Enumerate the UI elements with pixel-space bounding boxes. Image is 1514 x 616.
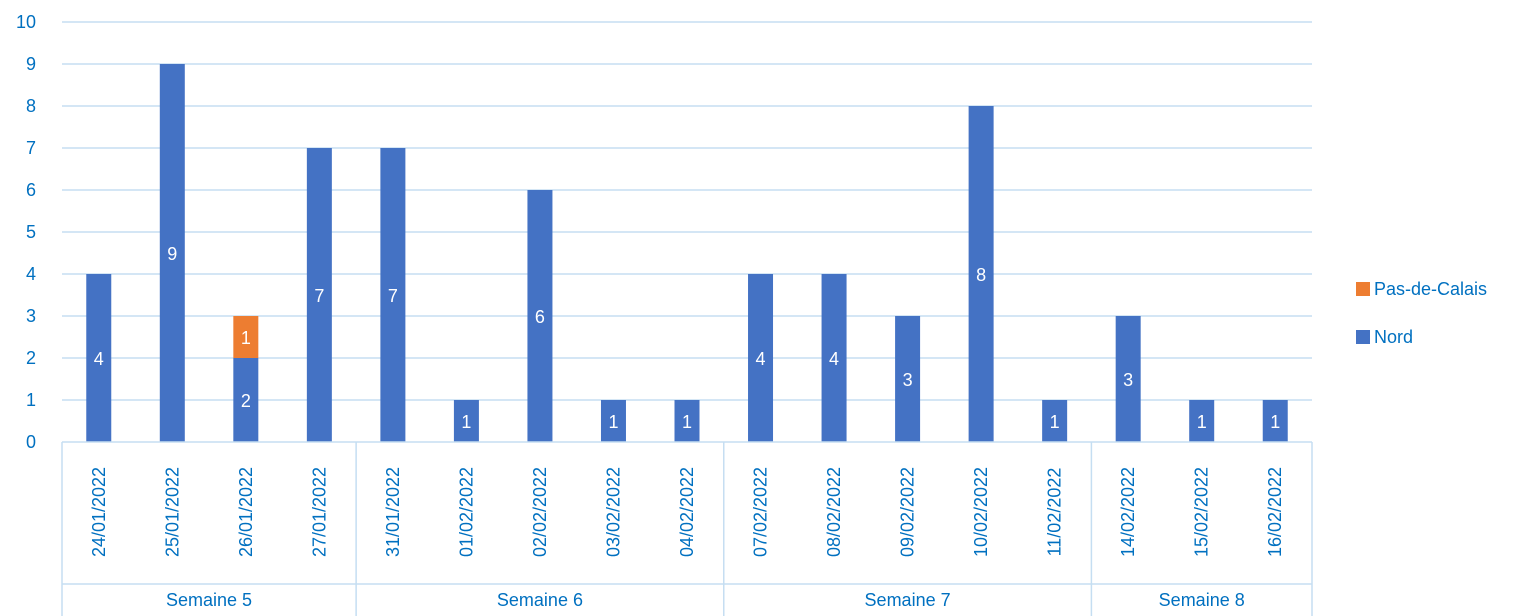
- data-label: 3: [1123, 370, 1133, 390]
- bar-nord: [895, 316, 921, 442]
- bar-nord: [1262, 400, 1288, 442]
- data-label: 1: [1197, 412, 1207, 432]
- bar-pas-de-calais: [233, 316, 259, 358]
- x-tick-label: 24/01/2022: [89, 467, 109, 557]
- legend-swatch: [1356, 330, 1370, 344]
- bar-nord: [748, 274, 774, 442]
- x-tick-label: 14/02/2022: [1118, 467, 1138, 557]
- y-tick-label: 4: [26, 264, 36, 284]
- x-tick-label: 03/02/2022: [603, 467, 623, 557]
- bar-nord: [821, 274, 847, 442]
- group-label: Semaine 7: [865, 590, 951, 610]
- group-label: Semaine 5: [166, 590, 252, 610]
- legend: Pas-de-Calais Nord: [1356, 279, 1487, 347]
- bar-nord: [159, 64, 185, 442]
- y-tick-label: 8: [26, 96, 36, 116]
- bar-nord: [1189, 400, 1215, 442]
- x-tick-label: 02/02/2022: [530, 467, 550, 557]
- legend-label: Nord: [1374, 327, 1413, 347]
- data-label: 4: [756, 349, 766, 369]
- data-label: 7: [388, 286, 398, 306]
- x-tick-label: 16/02/2022: [1265, 467, 1285, 557]
- data-label: 4: [829, 349, 839, 369]
- x-tick-label: 04/02/2022: [677, 467, 697, 557]
- bar-nord: [86, 274, 112, 442]
- gridlines: [62, 21, 1312, 401]
- legend-label: Pas-de-Calais: [1374, 279, 1487, 299]
- data-label: 3: [903, 370, 913, 390]
- data-label: 9: [167, 244, 177, 264]
- data-label: 2: [241, 391, 251, 411]
- bar-nord: [453, 400, 479, 442]
- data-label: 1: [461, 412, 471, 432]
- x-tick-label: 25/01/2022: [162, 467, 182, 557]
- y-tick-label: 9: [26, 54, 36, 74]
- y-tick-label: 5: [26, 222, 36, 242]
- data-label: 1: [1270, 412, 1280, 432]
- y-tick-label: 2: [26, 348, 36, 368]
- x-tick-label: 10/02/2022: [971, 467, 991, 557]
- x-tick-label: 27/01/2022: [309, 467, 329, 557]
- data-label: 1: [682, 412, 692, 432]
- bar-nord: [306, 148, 332, 442]
- group-label: Semaine 6: [497, 590, 583, 610]
- bar-nord: [674, 400, 700, 442]
- data-label: 1: [241, 328, 251, 348]
- data-label: 6: [535, 307, 545, 327]
- y-tick-label: 1: [26, 390, 36, 410]
- bar-nord: [233, 358, 259, 442]
- x-tick-label: 26/01/2022: [236, 467, 256, 557]
- x-tick-label: 01/02/2022: [456, 467, 476, 557]
- bar-nord: [600, 400, 626, 442]
- legend-swatch: [1356, 282, 1370, 296]
- y-axis: 0 1 2 3 4 5 6 7 8 9 10: [16, 12, 36, 452]
- y-tick-label: 10: [16, 12, 36, 32]
- bar-nord: [380, 148, 406, 442]
- x-tick-label: 31/01/2022: [383, 467, 403, 557]
- x-tick-label: 11/02/2022: [1045, 468, 1065, 557]
- data-label: 4: [94, 349, 104, 369]
- group-label: Semaine 8: [1159, 590, 1245, 610]
- data-label: 7: [314, 286, 324, 306]
- x-axis: Semaine 5 Semaine 6 Semaine 7 Semaine 8 24/0…: [61, 441, 1313, 616]
- data-label: 8: [976, 265, 986, 285]
- bar-nord: [527, 190, 553, 442]
- x-tick-label: 15/02/2022: [1192, 467, 1212, 557]
- y-tick-label: 3: [26, 306, 36, 326]
- x-tick-label: 07/02/2022: [751, 467, 771, 557]
- bar-nord: [1042, 400, 1068, 442]
- x-tick-label: 09/02/2022: [898, 467, 918, 557]
- data-label: 1: [608, 412, 618, 432]
- y-tick-label: 6: [26, 180, 36, 200]
- bar-nord: [1115, 316, 1141, 442]
- y-tick-label: 0: [26, 432, 36, 452]
- y-tick-label: 7: [26, 138, 36, 158]
- bar-nord: [968, 106, 994, 442]
- data-label: 1: [1050, 412, 1060, 432]
- x-tick-label: 08/02/2022: [824, 467, 844, 557]
